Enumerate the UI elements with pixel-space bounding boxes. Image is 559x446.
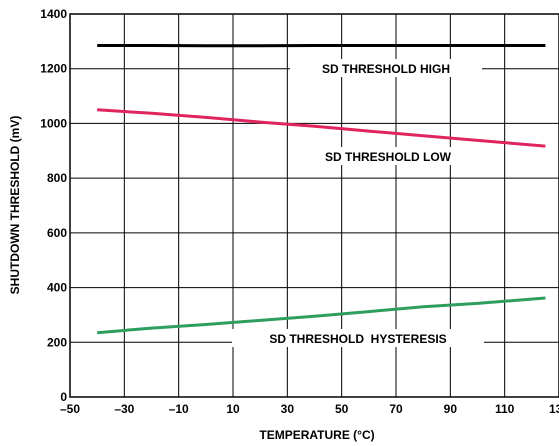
label-sd-threshold-high: SD THRESHOLD HIGH: [290, 59, 482, 77]
x-tick-label: 90: [444, 402, 458, 416]
annotations: SD THRESHOLD HIGH SD THRESHOLD LOW SD TH…: [232, 59, 484, 347]
y-tick-label: 0: [60, 390, 67, 404]
x-tick-label: 10: [226, 402, 240, 416]
series-group: [97, 44, 546, 335]
series-label-low: SD THRESHOLD LOW: [325, 150, 452, 164]
x-tick-label: –10: [169, 402, 189, 416]
x-tick-label: –50: [60, 402, 80, 416]
x-tick-label: –30: [114, 402, 134, 416]
y-tick-label: 600: [47, 226, 67, 240]
series-label-hysteresis: SD THRESHOLD HYSTERESIS: [269, 332, 446, 346]
y-tick-label: 1000: [40, 116, 67, 130]
label-sd-threshold-low: SD THRESHOLD LOW: [296, 147, 480, 165]
y-tick-label: 1200: [40, 62, 67, 76]
y-tick-label: 800: [47, 171, 67, 185]
series-label-high: SD THRESHOLD HIGH: [322, 62, 450, 76]
x-tick-label: 130: [549, 402, 559, 416]
series-line-1: [97, 108, 546, 148]
y-tick-label: 400: [47, 281, 67, 295]
plot-frame: [69, 13, 559, 398]
x-axis-title: TEMPERATURE (°C): [259, 428, 374, 442]
grid: [69, 13, 559, 398]
y-tick-label: 1400: [40, 7, 67, 21]
y-axis-title: SHUTDOWN THRESHOLD (mV): [8, 116, 22, 295]
x-tick-label: 110: [495, 402, 515, 416]
x-tick-label: 30: [281, 402, 295, 416]
series-line-2: [97, 296, 546, 335]
label-sd-threshold-hysteresis: SD THRESHOLD HYSTERESIS: [232, 329, 484, 347]
x-tick-label: 70: [389, 402, 403, 416]
x-tick-label: 50: [335, 402, 349, 416]
y-tick-label: 200: [47, 335, 67, 349]
tick-labels: –50 –30 –10 10 30 50 70 90 110 130 0 200 400 600 800 10…: [40, 7, 559, 416]
